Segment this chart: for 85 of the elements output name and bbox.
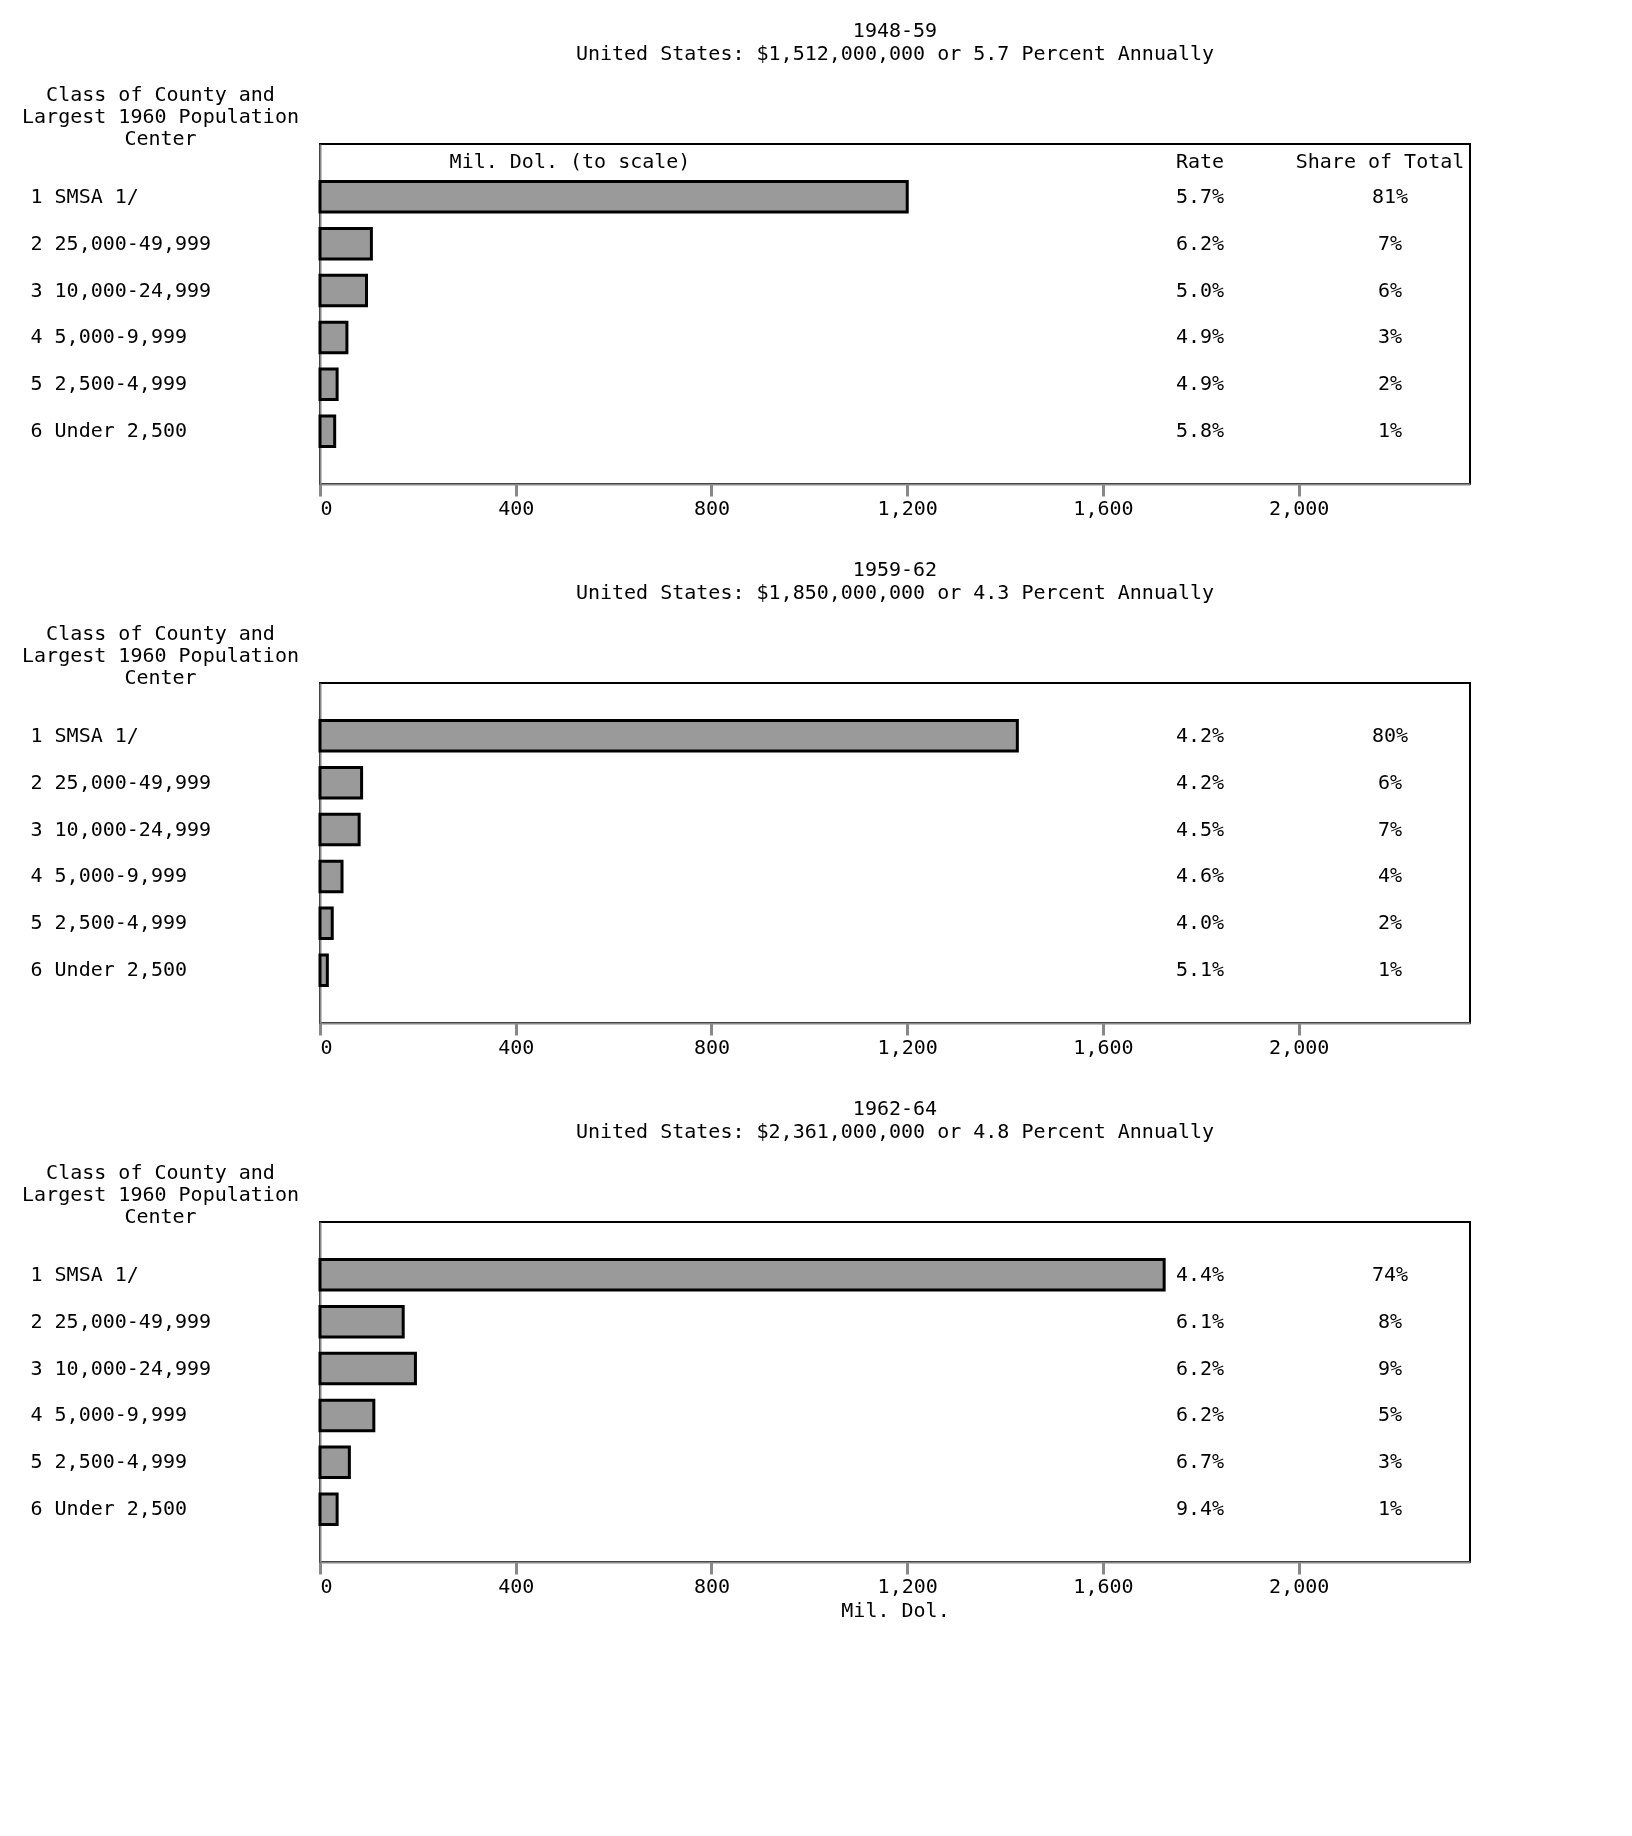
chart-subtitle: United States: $1,512,000,000 or 5.7 Percent Annually — [575, 41, 1215, 65]
annotation: Mil. Dol. (to scale) — [449, 149, 691, 173]
annotation: 8% — [1377, 1308, 1403, 1333]
annotation: 4.5% — [1175, 816, 1225, 841]
x-axis-title: Mil. Dol. — [841, 1597, 950, 1622]
annotation: 6.2% — [1175, 1355, 1225, 1380]
y-tick-label: 4 5,000-9,999 — [30, 1402, 188, 1427]
annotation: 6% — [1377, 277, 1403, 302]
y-axis-title: Class of County and Largest 1960 Population Center — [22, 1159, 299, 1228]
annotation: 4.6% — [1175, 863, 1225, 888]
x-tick-label: 2,000 — [1269, 1034, 1330, 1059]
x-tick-label: 1,600 — [1073, 1034, 1134, 1059]
annotation: 6.1% — [1175, 1308, 1225, 1333]
x-tick-label: 800 — [693, 1573, 731, 1598]
chart-title: 1962-64 — [852, 1096, 938, 1120]
x-tick-label: 400 — [498, 1034, 535, 1059]
y-tick-label: 2 25,000-49,999 — [30, 769, 212, 794]
chart-title: 1948-59 — [852, 18, 938, 42]
annotation: 1% — [1377, 957, 1403, 982]
annotation: 4% — [1377, 863, 1403, 888]
x-tick-label: 0 — [320, 495, 333, 520]
x-tick-label: 2,000 — [1269, 495, 1330, 520]
annotation: Share of Total — [1295, 149, 1465, 173]
annotation: 5.0% — [1175, 277, 1225, 302]
annotation: 2% — [1377, 371, 1403, 396]
x-tick-label: 1,600 — [1073, 495, 1134, 520]
annotation: 81% — [1371, 183, 1409, 208]
annotation: 4.0% — [1175, 910, 1225, 935]
annotation: 5.1% — [1175, 957, 1225, 982]
y-tick-label: 5 2,500-4,999 — [30, 1449, 188, 1474]
y-tick-label: 6 Under 2,500 — [30, 957, 188, 982]
chart-subtitle: United States: $2,361,000,000 or 4.8 Percent Annually — [575, 1119, 1215, 1143]
annotation: 6.7% — [1175, 1449, 1225, 1474]
annotation: 9.4% — [1175, 1496, 1225, 1521]
y-tick-label: 5 2,500-4,999 — [30, 371, 188, 396]
x-tick-label: 400 — [498, 495, 535, 520]
annotation: 4.2% — [1175, 769, 1225, 794]
y-tick-label: 3 10,000-24,999 — [30, 816, 212, 841]
annotation: 3% — [1377, 1449, 1403, 1474]
y-tick-label: 1 SMSA 1/ — [30, 1261, 139, 1286]
annotation: 2% — [1377, 910, 1403, 935]
x-tick-label: 1,200 — [877, 495, 938, 520]
y-tick-label: 5 2,500-4,999 — [30, 910, 188, 935]
annotation: 7% — [1377, 230, 1403, 255]
annotation: 6% — [1377, 769, 1403, 794]
x-tick-label: 0 — [320, 1573, 333, 1598]
y-tick-label: 3 10,000-24,999 — [30, 277, 212, 302]
annotation: 5.7% — [1175, 183, 1225, 208]
y-tick-label: 2 25,000-49,999 — [30, 230, 212, 255]
y-axis-title: Class of County and Largest 1960 Population Center — [22, 81, 299, 150]
annotation: 5% — [1377, 1402, 1403, 1427]
y-tick-label: 2 25,000-49,999 — [30, 1308, 212, 1333]
x-tick-label: 800 — [693, 495, 731, 520]
annotation: 7% — [1377, 816, 1403, 841]
annotation: 6.2% — [1175, 1402, 1225, 1427]
annotation: 4.2% — [1175, 722, 1225, 747]
y-tick-label: 4 5,000-9,999 — [30, 324, 188, 349]
annotation: 74% — [1371, 1261, 1409, 1286]
annotation: 4.9% — [1175, 324, 1225, 349]
annotation: 9% — [1377, 1355, 1403, 1380]
y-tick-label: 1 SMSA 1/ — [30, 183, 139, 208]
annotation: 80% — [1371, 722, 1409, 747]
annotation: Rate — [1175, 149, 1225, 173]
x-tick-label: 2,000 — [1269, 1573, 1330, 1598]
y-tick-label: 4 5,000-9,999 — [30, 863, 188, 888]
y-tick-label: 6 Under 2,500 — [30, 1496, 188, 1521]
x-tick-label: 0 — [320, 1034, 333, 1059]
x-tick-label: 1,600 — [1073, 1573, 1134, 1598]
chart-title: 1959-62 — [852, 557, 938, 581]
chart-subtitle: United States: $1,850,000,000 or 4.3 Percent Annually — [575, 580, 1215, 604]
y-tick-label: 1 SMSA 1/ — [30, 722, 139, 747]
x-tick-label: 800 — [693, 1034, 731, 1059]
y-tick-label: 6 Under 2,500 — [30, 418, 188, 443]
annotation: 4.4% — [1175, 1261, 1225, 1286]
annotation: 1% — [1377, 418, 1403, 443]
x-tick-label: 1,200 — [877, 1034, 938, 1059]
annotation: 3% — [1377, 324, 1403, 349]
y-axis-title: Class of County and Largest 1960 Population Center — [22, 620, 299, 689]
annotation: 4.9% — [1175, 371, 1225, 396]
annotation: 1% — [1377, 1496, 1403, 1521]
x-tick-label: 400 — [498, 1573, 535, 1598]
annotation: 6.2% — [1175, 230, 1225, 255]
y-tick-label: 3 10,000-24,999 — [30, 1355, 212, 1380]
x-tick-label: 1,200 — [877, 1573, 938, 1598]
annotation: 5.8% — [1175, 418, 1225, 443]
